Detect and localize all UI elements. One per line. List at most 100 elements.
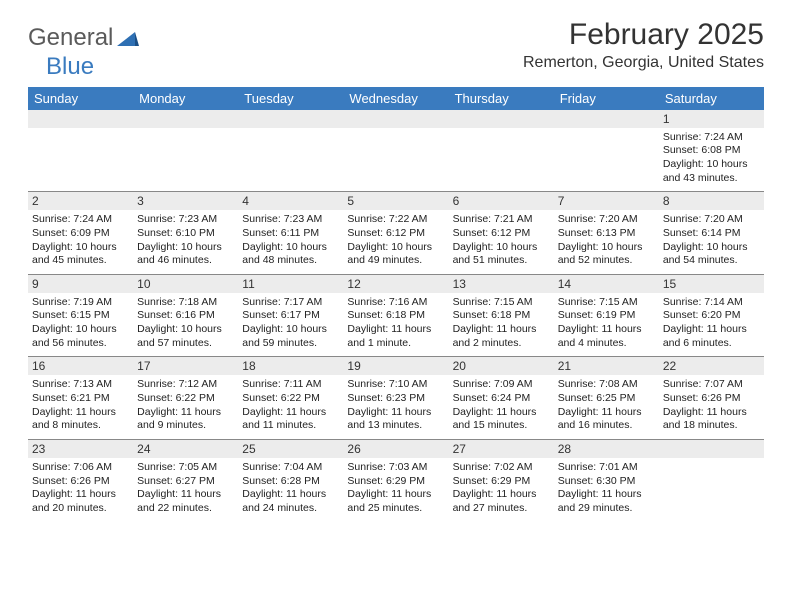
sunset-line: Sunset: 6:27 PM xyxy=(137,475,234,489)
day-cell: 6Sunrise: 7:21 AMSunset: 6:12 PMDaylight… xyxy=(449,192,554,274)
sunrise-line: Sunrise: 7:24 AM xyxy=(663,131,760,145)
week-row: 2Sunrise: 7:24 AMSunset: 6:09 PMDaylight… xyxy=(28,192,764,275)
day-number xyxy=(659,440,764,458)
day-cell: 1Sunrise: 7:24 AMSunset: 6:08 PMDaylight… xyxy=(659,110,764,192)
day-number: 12 xyxy=(343,275,448,293)
day-cell: 26 Sunrise: 7:03 AMSunset: 6:29 PMDayligh… xyxy=(343,440,448,522)
day-cell: 25Sunrise: 7:04 AMSunset: 6:28 PMDayligh… xyxy=(238,440,343,522)
day-cell xyxy=(449,110,554,192)
calendar-header-row: Sunday Monday Tuesday Wednesday Thursday… xyxy=(28,87,764,110)
daylight-line: Daylight: 11 hours and 22 minutes. xyxy=(137,488,234,515)
sunset-line: Sunset: 6:29 PM xyxy=(347,475,444,489)
day-cell xyxy=(28,110,133,192)
sunrise-line: Sunrise: 7:20 AM xyxy=(558,213,655,227)
day-cell: 13 Sunrise: 7:15 AMSunset: 6:18 PMDayligh… xyxy=(449,275,554,357)
day-details: Sunrise: 7:03 AMSunset: 6:29 PMDaylight:… xyxy=(347,461,444,516)
logo-text: General Blue xyxy=(28,24,139,81)
sunset-line: Sunset: 6:14 PM xyxy=(663,227,760,241)
daylight-line: Daylight: 11 hours and 6 minutes. xyxy=(663,323,760,350)
sunset-line: Sunset: 6:17 PM xyxy=(242,309,339,323)
daylight-line: Daylight: 11 hours and 15 minutes. xyxy=(453,406,550,433)
day-details: Sunrise: 7:19 AMSunset: 6:15 PMDaylight:… xyxy=(32,296,129,351)
day-details: Sunrise: 7:14 AMSunset: 6:20 PMDaylight:… xyxy=(663,296,760,351)
day-details: Sunrise: 7:09 AMSunset: 6:24 PMDaylight:… xyxy=(453,378,550,433)
day-details: Sunrise: 7:05 AMSunset: 6:27 PMDaylight:… xyxy=(137,461,234,516)
day-details: Sunrise: 7:15 AMSunset: 6:19 PMDaylight:… xyxy=(558,296,655,351)
day-number: 23 xyxy=(28,440,133,458)
day-details: Sunrise: 7:20 AMSunset: 6:14 PMDaylight:… xyxy=(663,213,760,268)
day-number: 26 xyxy=(343,440,448,458)
day-details: Sunrise: 7:23 AMSunset: 6:10 PMDaylight:… xyxy=(137,213,234,268)
day-cell xyxy=(133,110,238,192)
sunset-line: Sunset: 6:18 PM xyxy=(453,309,550,323)
daylight-line: Daylight: 11 hours and 27 minutes. xyxy=(453,488,550,515)
location: Remerton, Georgia, United States xyxy=(523,54,764,72)
sunrise-line: Sunrise: 7:09 AM xyxy=(453,378,550,392)
day-number: 16 xyxy=(28,357,133,375)
day-number: 11 xyxy=(238,275,343,293)
day-cell: 19Sunrise: 7:10 AMSunset: 6:23 PMDayligh… xyxy=(343,357,448,439)
day-number: 17 xyxy=(133,357,238,375)
day-cell xyxy=(343,110,448,192)
day-details: Sunrise: 7:06 AMSunset: 6:26 PMDaylight:… xyxy=(32,461,129,516)
week-row: 16Sunrise: 7:13 AMSunset: 6:21 PMDayligh… xyxy=(28,357,764,440)
day-number: 8 xyxy=(659,192,764,210)
sunrise-line: Sunrise: 7:17 AM xyxy=(242,296,339,310)
day-details: Sunrise: 7:01 AMSunset: 6:30 PMDaylight:… xyxy=(558,461,655,516)
day-number: 9 xyxy=(28,275,133,293)
sunrise-line: Sunrise: 7:19 AM xyxy=(32,296,129,310)
day-cell: 3 Sunrise: 7:23 AMSunset: 6:10 PMDaylight… xyxy=(133,192,238,274)
daylight-line: Daylight: 10 hours and 59 minutes. xyxy=(242,323,339,350)
sunset-line: Sunset: 6:18 PM xyxy=(347,309,444,323)
daylight-line: Daylight: 10 hours and 49 minutes. xyxy=(347,241,444,268)
day-cell: 22Sunrise: 7:07 AMSunset: 6:26 PMDayligh… xyxy=(659,357,764,439)
sunset-line: Sunset: 6:16 PM xyxy=(137,309,234,323)
daylight-line: Daylight: 11 hours and 25 minutes. xyxy=(347,488,444,515)
sunrise-line: Sunrise: 7:12 AM xyxy=(137,378,234,392)
sunrise-line: Sunrise: 7:04 AM xyxy=(242,461,339,475)
daylight-line: Daylight: 10 hours and 48 minutes. xyxy=(242,241,339,268)
sunset-line: Sunset: 6:25 PM xyxy=(558,392,655,406)
week-row: 23 Sunrise: 7:06 AMSunset: 6:26 PMDayligh… xyxy=(28,440,764,522)
day-number: 6 xyxy=(449,192,554,210)
day-number: 10 xyxy=(133,275,238,293)
logo-part2: Blue xyxy=(28,53,94,80)
day-number xyxy=(554,110,659,128)
day-cell: 9 Sunrise: 7:19 AMSunset: 6:15 PMDaylight… xyxy=(28,275,133,357)
sunrise-line: Sunrise: 7:16 AM xyxy=(347,296,444,310)
day-cell: 4Sunrise: 7:23 AMSunset: 6:11 PMDaylight… xyxy=(238,192,343,274)
day-number: 22 xyxy=(659,357,764,375)
day-number: 14 xyxy=(554,275,659,293)
sunrise-line: Sunrise: 7:11 AM xyxy=(242,378,339,392)
sunrise-line: Sunrise: 7:15 AM xyxy=(558,296,655,310)
daylight-line: Daylight: 11 hours and 13 minutes. xyxy=(347,406,444,433)
sunset-line: Sunset: 6:13 PM xyxy=(558,227,655,241)
daylight-line: Daylight: 10 hours and 51 minutes. xyxy=(453,241,550,268)
day-details: Sunrise: 7:12 AMSunset: 6:22 PMDaylight:… xyxy=(137,378,234,433)
day-details: Sunrise: 7:15 AMSunset: 6:18 PMDaylight:… xyxy=(453,296,550,351)
sunrise-line: Sunrise: 7:01 AM xyxy=(558,461,655,475)
day-number: 13 xyxy=(449,275,554,293)
sunrise-line: Sunrise: 7:06 AM xyxy=(32,461,129,475)
day-number: 3 xyxy=(133,192,238,210)
weeks-container: 1Sunrise: 7:24 AMSunset: 6:08 PMDaylight… xyxy=(28,110,764,522)
day-number: 15 xyxy=(659,275,764,293)
daylight-line: Daylight: 11 hours and 4 minutes. xyxy=(558,323,655,350)
day-cell: 2Sunrise: 7:24 AMSunset: 6:09 PMDaylight… xyxy=(28,192,133,274)
sunrise-line: Sunrise: 7:18 AM xyxy=(137,296,234,310)
day-cell: 24Sunrise: 7:05 AMSunset: 6:27 PMDayligh… xyxy=(133,440,238,522)
week-row: 9 Sunrise: 7:19 AMSunset: 6:15 PMDaylight… xyxy=(28,275,764,358)
day-number: 5 xyxy=(343,192,448,210)
day-cell: 23 Sunrise: 7:06 AMSunset: 6:26 PMDayligh… xyxy=(28,440,133,522)
day-details: Sunrise: 7:08 AMSunset: 6:25 PMDaylight:… xyxy=(558,378,655,433)
day-cell xyxy=(659,440,764,522)
sunset-line: Sunset: 6:23 PM xyxy=(347,392,444,406)
month-title: February 2025 xyxy=(523,18,764,52)
sunrise-line: Sunrise: 7:21 AM xyxy=(453,213,550,227)
day-details: Sunrise: 7:22 AMSunset: 6:12 PMDaylight:… xyxy=(347,213,444,268)
day-label-sat: Saturday xyxy=(659,87,764,110)
day-number: 7 xyxy=(554,192,659,210)
sunset-line: Sunset: 6:11 PM xyxy=(242,227,339,241)
daylight-line: Daylight: 11 hours and 20 minutes. xyxy=(32,488,129,515)
sunrise-line: Sunrise: 7:05 AM xyxy=(137,461,234,475)
